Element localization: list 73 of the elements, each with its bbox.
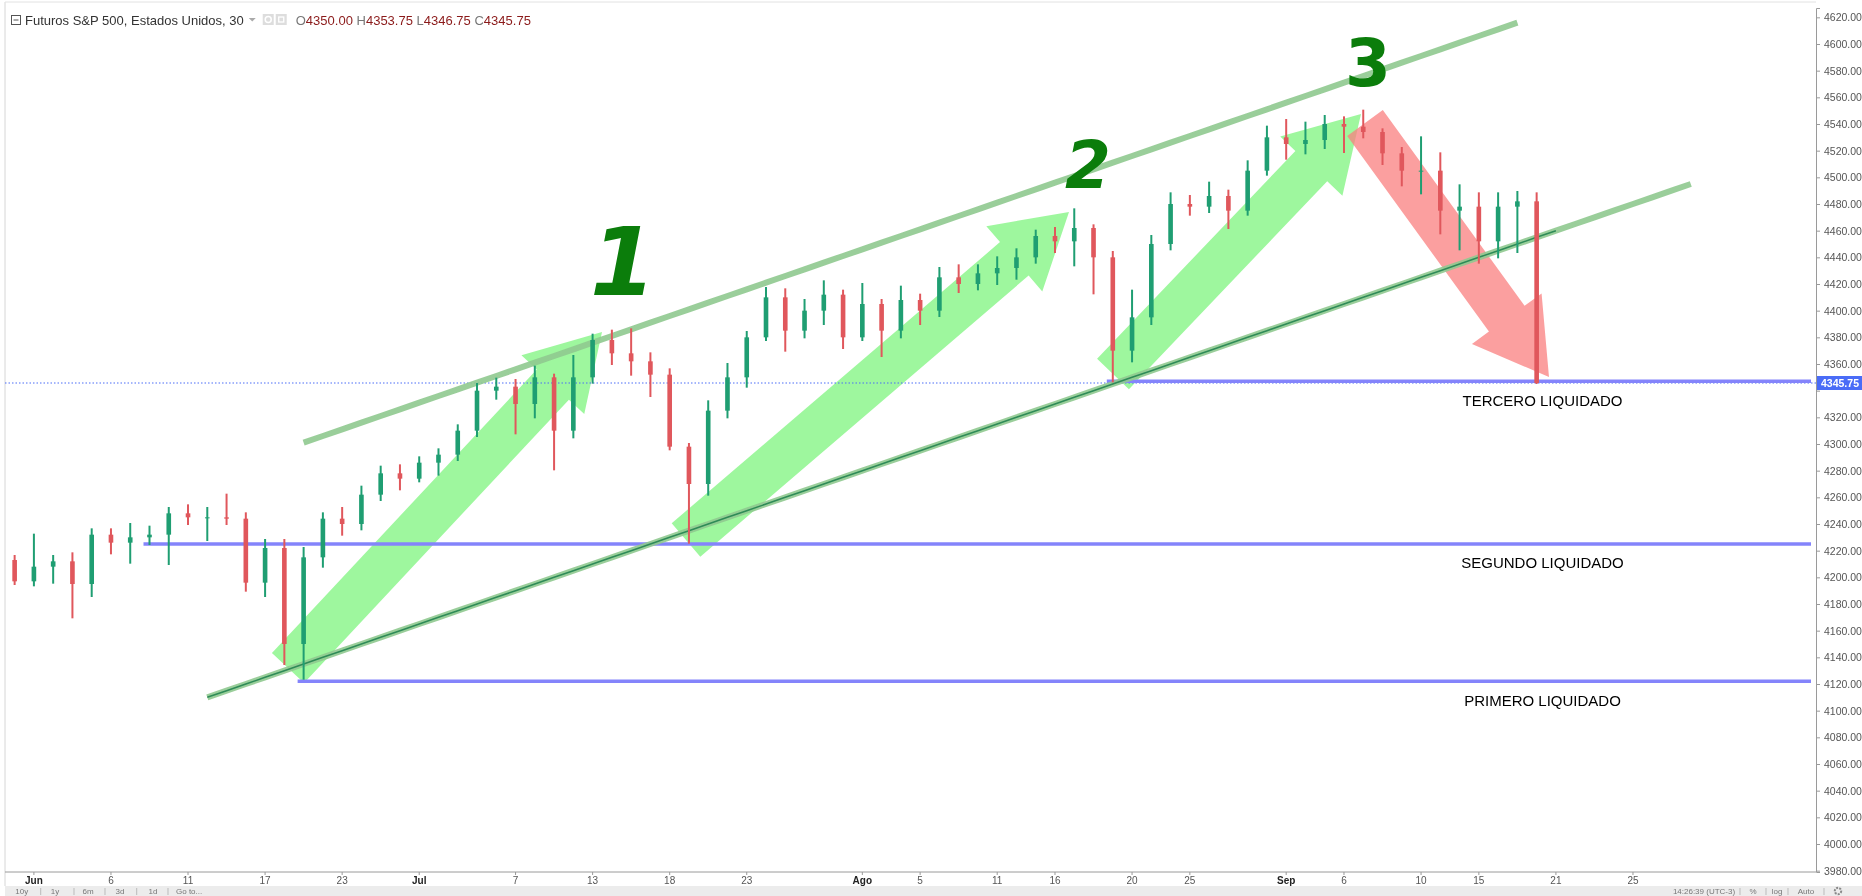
y-tick-label: 4560.00: [1824, 91, 1862, 104]
text: %: [1749, 887, 1757, 896]
y-tick-label: 4040.00: [1824, 784, 1862, 797]
text: 14:26:39 (UTC-3): [1672, 887, 1736, 896]
y-tick-label: 4320.00: [1824, 411, 1862, 424]
x-tick-label: 6: [1341, 875, 1348, 887]
x-tick-label: Ago: [852, 875, 873, 887]
x-tick-label: 15: [1473, 875, 1485, 887]
y-tick-label: 4220.00: [1824, 544, 1862, 557]
y-tick-label: 4120.00: [1824, 677, 1862, 690]
x-tick-label: 13: [587, 875, 599, 887]
y-tick-label: 4380.00: [1824, 331, 1862, 344]
y-tick-label: 4500.00: [1824, 171, 1862, 184]
y-tick-label: 4260.00: [1824, 491, 1862, 504]
chart-title: Futuros S&P 500, Estados Unidos, 30: [25, 12, 244, 28]
x-tick-label: 25: [1627, 875, 1639, 887]
y-tick-label: 4480.00: [1824, 197, 1862, 210]
x-tick-label: 5: [917, 875, 924, 887]
y-tick-label: 4160.00: [1824, 624, 1862, 637]
y-tick-label: 4420.00: [1824, 277, 1862, 290]
y-tick-label: 4440.00: [1824, 251, 1862, 264]
y-tick-label: 4200.00: [1824, 571, 1862, 584]
ref-line-label: 4345.75: [1821, 376, 1860, 389]
x-tick-label: 21: [1550, 875, 1562, 887]
x-tick-label: 23: [741, 875, 753, 887]
x-tick-label: 11: [992, 875, 1003, 887]
x-tick-label: 23: [336, 875, 349, 887]
annotation: 2: [1065, 127, 1111, 204]
text: 3d: [115, 887, 125, 896]
y-tick-label: 4080.00: [1824, 731, 1862, 744]
annotation: 1: [589, 207, 657, 317]
x-tick-label: 18: [664, 875, 676, 887]
y-tick-label: 4060.00: [1824, 757, 1862, 770]
y-tick-label: 4280.00: [1824, 464, 1862, 477]
y-tick-label: 4240.00: [1824, 517, 1862, 530]
y-tick-label: 4000.00: [1824, 837, 1862, 850]
text: log: [1771, 887, 1783, 896]
text: Auto: [1797, 887, 1815, 896]
y-tick-label: 4540.00: [1824, 117, 1862, 130]
x-tick-label: 11: [182, 875, 194, 887]
y-tick-label: 4020.00: [1824, 811, 1862, 824]
x-tick-label: 10: [1415, 875, 1428, 887]
x-tick-label: 17: [259, 875, 272, 887]
y-tick-label: 4520.00: [1824, 144, 1862, 157]
y-tick-label: 4180.00: [1824, 597, 1862, 610]
y-tick-label: 4620.00: [1824, 11, 1862, 24]
text: 10y: [15, 887, 29, 896]
x-tick-label: Sep: [1277, 875, 1296, 887]
x-tick-label: Jul: [411, 875, 427, 887]
x-tick-label: 16: [1049, 875, 1061, 887]
y-tick-label: 3980.00: [1824, 864, 1862, 877]
y-tick-label: 4460.00: [1824, 224, 1862, 237]
y-tick-label: 4580.00: [1824, 64, 1862, 77]
y-tick-label: 4400.00: [1824, 304, 1862, 317]
x-tick-label: Jun: [25, 875, 43, 887]
x-tick-label: 25: [1184, 875, 1196, 887]
annotation: 3: [1345, 24, 1391, 102]
text: 1y: [50, 887, 60, 896]
text: O4350.00 H4353.75 L4346.75 C4345.75: [295, 12, 531, 28]
x-tick-label: 20: [1126, 875, 1139, 887]
ref-line-label: SEGUNDO LIQUIDADO: [1461, 554, 1624, 572]
y-tick-label: 4360.00: [1824, 357, 1862, 370]
ref-line-label: TERCERO LIQUIDADO: [1462, 391, 1623, 409]
y-tick-label: 4600.00: [1824, 37, 1862, 50]
text: 6m: [82, 887, 94, 896]
y-tick-label: 4100.00: [1824, 704, 1862, 717]
x-tick-label: 6: [108, 875, 115, 887]
y-tick-label: 4300.00: [1824, 437, 1862, 450]
text: Go to...: [176, 887, 203, 896]
ref-line-label: PRIMERO LIQUIDADO: [1464, 691, 1621, 709]
y-tick-label: 4140.00: [1824, 651, 1862, 664]
x-tick-label: 7: [512, 875, 519, 887]
text: 1d: [148, 887, 158, 896]
